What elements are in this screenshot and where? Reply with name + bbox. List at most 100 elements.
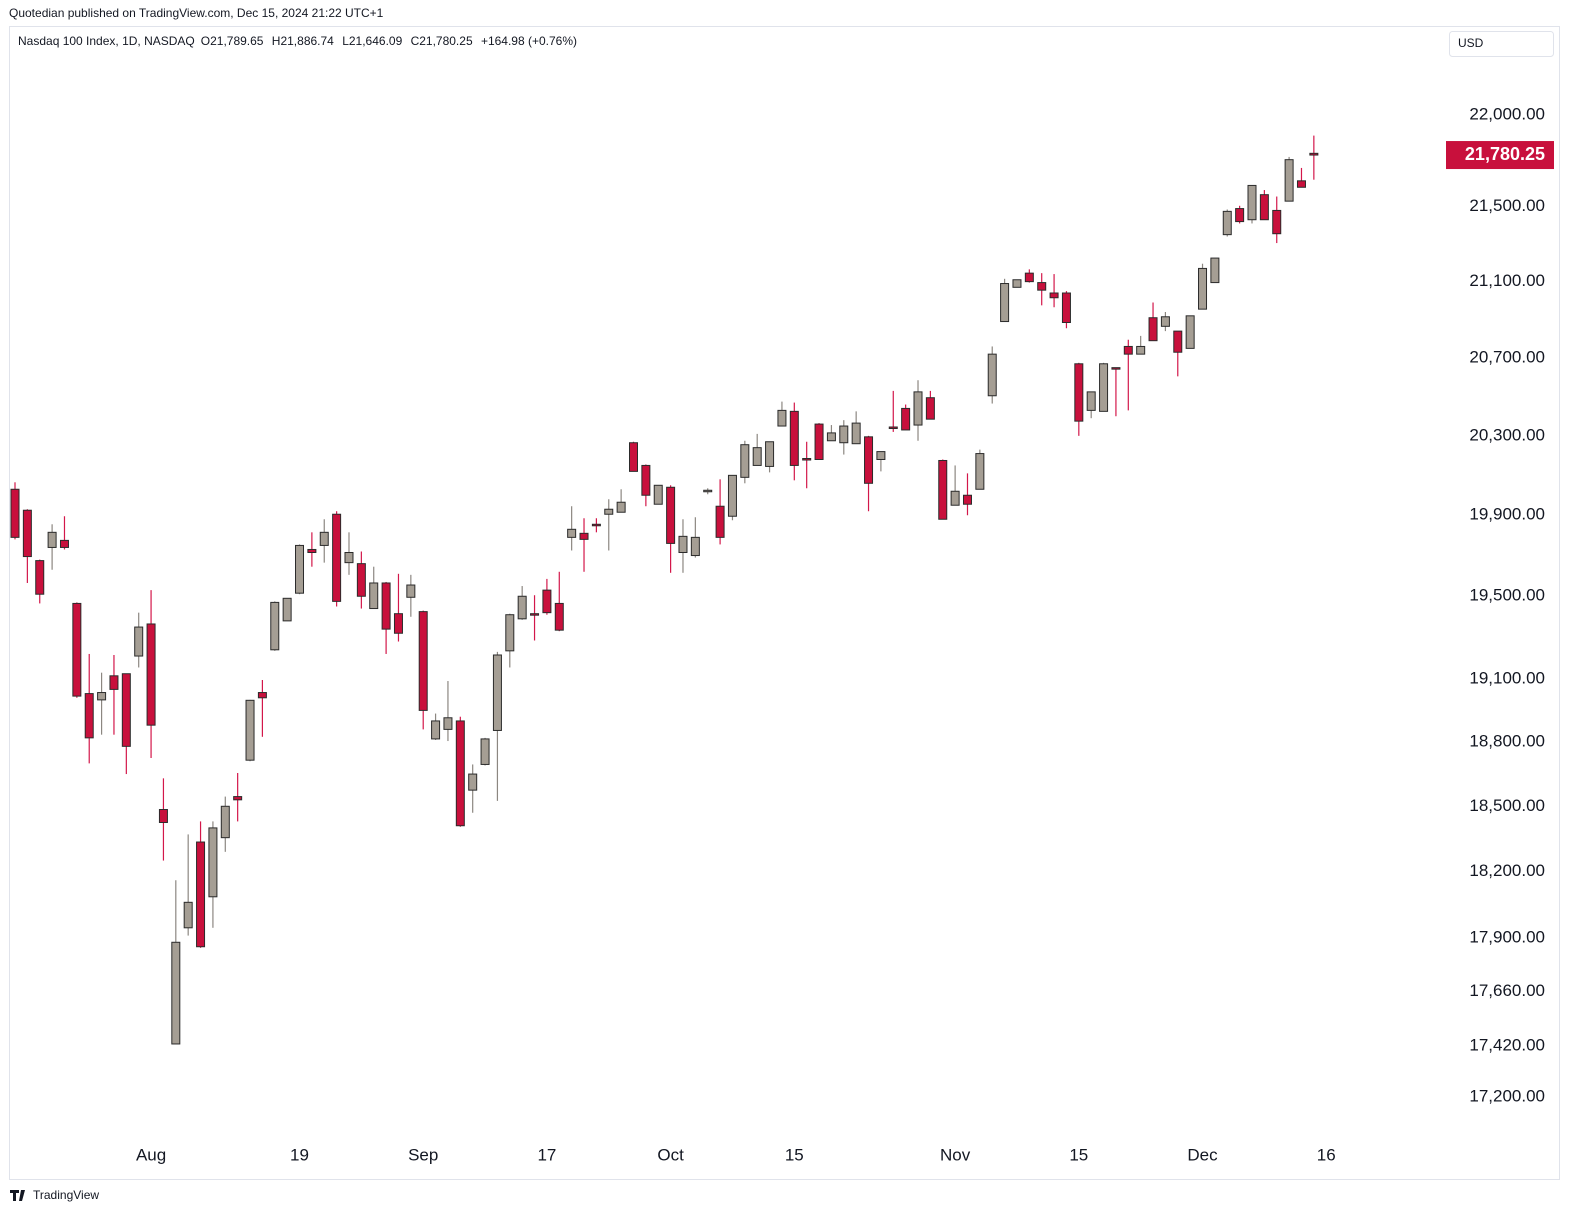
candle-body: [233, 796, 243, 801]
candle-body: [35, 560, 45, 595]
publisher-note: Quotedian published on TradingView.com, …: [9, 6, 384, 20]
candle-body: [752, 447, 762, 466]
candle-body: [1012, 279, 1022, 288]
candle-body: [1173, 330, 1183, 353]
candle-body: [950, 490, 960, 506]
candle-body: [1037, 282, 1047, 291]
candle-body: [888, 426, 898, 430]
y-tick-label: 17,420.00: [1469, 1036, 1545, 1055]
candle-body: [356, 563, 366, 597]
candle-body: [814, 423, 824, 460]
candle-body: [468, 773, 478, 791]
candle-body: [1049, 292, 1059, 299]
x-tick-label: Dec: [1187, 1145, 1218, 1164]
candle-body: [109, 675, 119, 690]
candle-body: [864, 436, 874, 484]
candle-body: [975, 453, 985, 490]
candle-body: [431, 720, 441, 740]
last-price-label: 21,780.25: [1465, 144, 1545, 164]
candle-body: [1099, 363, 1109, 412]
candle-body: [925, 397, 935, 420]
candle-body: [789, 410, 799, 466]
candle-body: [876, 451, 886, 460]
candle-body: [1284, 159, 1294, 202]
candle-body: [47, 531, 57, 548]
candle-body: [418, 611, 428, 711]
y-tick-label: 20,300.00: [1469, 425, 1545, 444]
candle-body: [1061, 292, 1071, 324]
candle-body: [1000, 283, 1010, 323]
candle-body: [517, 595, 527, 620]
y-tick-label: 22,000.00: [1469, 104, 1545, 123]
x-tick-label: 15: [1069, 1145, 1088, 1164]
candle-body: [196, 841, 206, 948]
candle-body: [567, 528, 577, 538]
candle-body: [158, 809, 168, 823]
ohlc-value: L21,646.09: [342, 34, 402, 48]
candle-body: [690, 536, 700, 557]
candle-body: [715, 505, 725, 538]
candle-body: [220, 805, 230, 839]
candle-body: [1086, 391, 1096, 411]
candle-body: [344, 552, 354, 564]
currency-button[interactable]: [1449, 31, 1554, 57]
candle-body: [604, 508, 614, 515]
currency-label[interactable]: USD: [1458, 36, 1484, 50]
candle-body: [381, 582, 391, 630]
candle-body: [307, 548, 317, 554]
candle-body: [1198, 267, 1208, 310]
candle-body: [530, 613, 540, 616]
x-tick-label: Aug: [136, 1145, 166, 1164]
x-tick-label: 15: [785, 1145, 804, 1164]
candle-body: [1024, 272, 1034, 283]
candle-body: [505, 614, 515, 652]
candle-body: [332, 513, 342, 602]
candle-body: [1235, 208, 1245, 223]
candle-body: [1074, 363, 1084, 422]
candle-body: [257, 692, 267, 699]
candle-body: [740, 444, 750, 478]
candle-body: [542, 589, 552, 614]
candle-body: [938, 459, 948, 520]
x-tick-label: Nov: [940, 1145, 971, 1164]
candle-body: [72, 602, 82, 697]
candle-body: [10, 488, 20, 538]
ohlc-value: H21,886.74: [272, 34, 334, 48]
ohlc-value: C21,780.25: [411, 34, 473, 48]
candle-body: [146, 623, 156, 726]
y-tick-label: 19,100.00: [1469, 668, 1545, 687]
candle-body: [393, 613, 403, 634]
candle-body: [208, 827, 218, 898]
candle-body: [1222, 210, 1232, 236]
candle-body: [1111, 367, 1121, 370]
candle-body: [406, 584, 416, 598]
candle-body: [616, 501, 626, 513]
candle-body: [629, 442, 638, 472]
y-tick-label: 18,500.00: [1469, 796, 1545, 815]
y-tick-label: 18,200.00: [1469, 861, 1545, 880]
candle-body: [369, 582, 379, 610]
y-tick-label: 17,900.00: [1469, 927, 1545, 946]
candle-body: [183, 901, 193, 929]
candle-body: [1148, 317, 1158, 342]
candle-body: [678, 535, 688, 554]
candle-body: [1123, 345, 1133, 355]
y-tick-label: 17,660.00: [1469, 981, 1545, 1000]
candle-body: [851, 422, 861, 445]
candle-body: [962, 494, 972, 505]
y-tick-label: 20,700.00: [1469, 347, 1545, 366]
brand-logo: [10, 1190, 25, 1201]
candle-body: [901, 407, 911, 431]
candle-body: [282, 597, 292, 622]
candle-body: [121, 673, 131, 747]
candle-body: [1185, 315, 1195, 349]
y-tick-label: 19,900.00: [1469, 505, 1545, 524]
candle-body: [1160, 316, 1170, 327]
candle-body: [826, 432, 836, 442]
candle-body: [245, 699, 255, 761]
x-tick-label: 16: [1317, 1145, 1336, 1164]
candle-body: [480, 738, 490, 765]
candle-body: [554, 602, 564, 631]
